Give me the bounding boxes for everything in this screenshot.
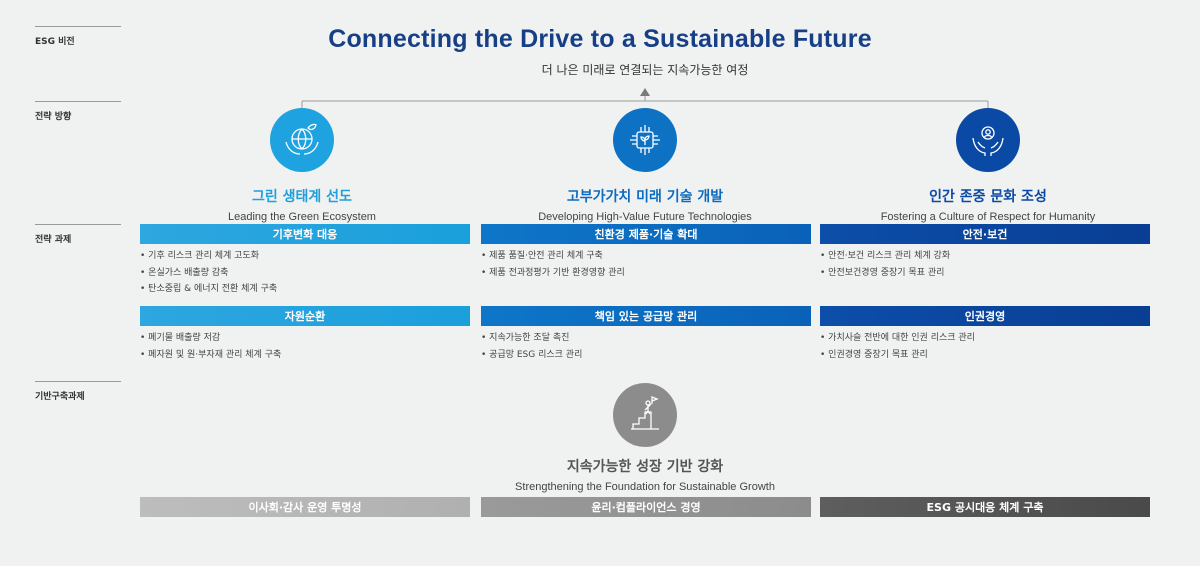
list-item: • 안전보건경영 중장기 목표 관리	[820, 267, 945, 278]
task-bar-supply-chain: 책임 있는 공급망 관리	[481, 306, 811, 326]
pillar-title: 인간 존중 문화 조성	[929, 189, 1047, 205]
globe-leaf-hands-icon	[270, 108, 334, 172]
list-item: • 지속가능한 조달 촉진	[481, 333, 570, 343]
pillar-technology: 고부가가치 미래 기술 개발 Developing High-Value Fut…	[475, 108, 815, 223]
row-label-foundation: 기반구축과제	[35, 381, 121, 402]
list-item: • 안전·보건 리스크 관리 체계 강화	[820, 251, 951, 261]
task-bar-resource: 자원순환	[140, 306, 470, 326]
up-arrow-icon	[640, 88, 650, 96]
list-item: • 제품 전과정평가 기반 환경영향 관리	[481, 267, 625, 278]
foundation-block: 지속가능한 성장 기반 강화 Strengthening the Foundat…	[0, 383, 1200, 493]
task-list-resource: • 폐기물 배출량 저감 • 폐자원 및 원·부자재 관리 체계 구축	[140, 330, 470, 363]
task-list-climate: • 기후 리스크 관리 체계 고도화 • 온실가스 배출량 감축 • 탄소중립 …	[140, 248, 470, 298]
vision-subtitle: 더 나은 미래로 연결되는 지속가능한 여정	[541, 63, 749, 77]
list-item: • 폐자원 및 원·부자재 관리 체계 구축	[140, 349, 282, 360]
chip-leaf-icon	[613, 108, 677, 172]
list-item: • 가치사슬 전반에 대한 인권 리스크 관리	[820, 333, 975, 343]
row-label-direction: 전략 방향	[35, 101, 121, 122]
pillar-subtitle: Leading the Green Ecosystem	[228, 211, 376, 223]
foundation-bar-ethics: 윤리·컴플라이언스 경영	[481, 497, 811, 517]
task-list-safety: • 안전·보건 리스크 관리 체계 강화 • 안전보건경영 중장기 목표 관리	[820, 248, 1150, 281]
task-list-human-rights: • 가치사슬 전반에 대한 인권 리스크 관리 • 인권경영 중장기 목표 관리	[820, 330, 1150, 363]
list-item: • 탄소중립 & 에너지 전환 체계 구축	[140, 284, 278, 294]
list-item: • 제품 품질·안전 관리 체계 구축	[481, 251, 603, 261]
pillar-title: 고부가가치 미래 기술 개발	[566, 189, 724, 205]
pillar-green: 그린 생태계 선도 Leading the Green Ecosystem	[132, 108, 472, 223]
task-bar-safety: 안전·보건	[820, 224, 1150, 244]
person-hands-icon	[956, 108, 1020, 172]
foundation-bar-governance: 이사회·감사 운영 투명성	[140, 497, 470, 517]
task-bar-eco-products: 친환경 제품·기술 확대	[481, 224, 811, 244]
pillar-subtitle: Fostering a Culture of Respect for Human…	[880, 211, 1096, 223]
pillar-subtitle: Developing High-Value Future Technologie…	[538, 211, 752, 223]
row-label-vision: ESG 비전	[35, 26, 121, 47]
foundation-bar-disclosure: ESG 공시대응 체계 구축	[820, 497, 1150, 517]
task-bar-human-rights: 인권경영	[820, 306, 1150, 326]
task-bar-climate: 기후변화 대응	[140, 224, 470, 244]
connector-lines	[301, 88, 989, 111]
list-item: • 온실가스 배출량 감축	[140, 267, 229, 278]
list-item: • 인권경영 중장기 목표 관리	[820, 349, 928, 360]
vision-title: Connecting the Drive to a Sustainable Fu…	[328, 25, 872, 53]
stairs-flag-icon	[613, 383, 677, 447]
pillar-humanity: 인간 존중 문화 조성 Fostering a Culture of Respe…	[818, 108, 1158, 223]
list-item: • 공급망 ESG 리스크 관리	[481, 349, 583, 360]
foundation-subtitle: Strengthening the Foundation for Sustain…	[515, 481, 775, 493]
task-list-eco-products: • 제품 품질·안전 관리 체계 구축 • 제품 전과정평가 기반 환경영향 관…	[481, 248, 811, 281]
list-item: • 폐기물 배출량 저감	[140, 333, 221, 343]
pillar-title: 그린 생태계 선도	[252, 189, 352, 205]
row-label-tasks: 전략 과제	[35, 224, 121, 245]
task-list-supply-chain: • 지속가능한 조달 촉진 • 공급망 ESG 리스크 관리	[481, 330, 811, 363]
list-item: • 기후 리스크 관리 체계 고도화	[140, 251, 259, 261]
foundation-title: 지속가능한 성장 기반 강화	[566, 459, 724, 475]
